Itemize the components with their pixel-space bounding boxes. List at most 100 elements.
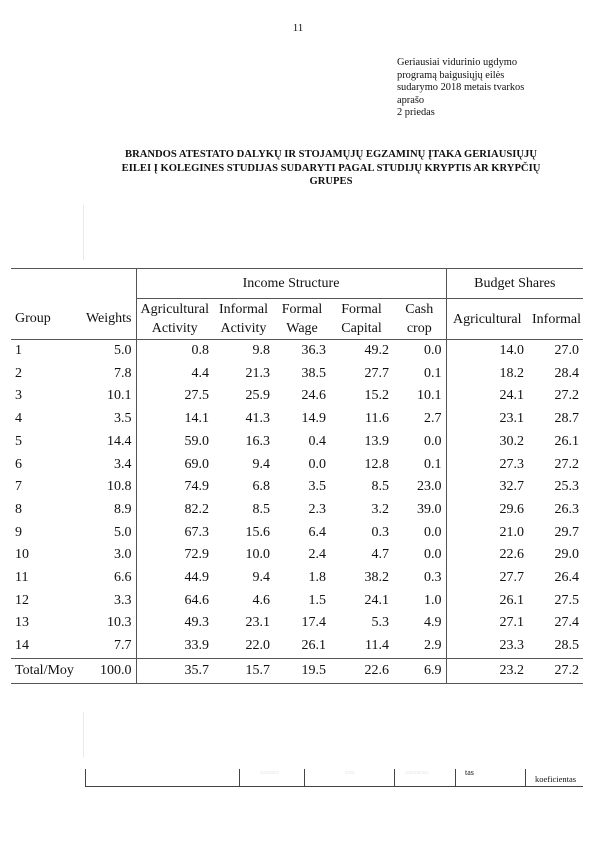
table-cell: 26.3	[554, 501, 580, 517]
column-header: Cash crop	[393, 298, 447, 340]
table-cell: 82.2	[135, 498, 213, 522]
bottom-table-fragment: ▭▭▭▭ ▭▭ ▭▭▭▭▭ tas koeficientas	[85, 755, 585, 787]
table-cell: 16.3	[245, 433, 271, 449]
table-cell: 10	[15, 547, 29, 563]
table-cell: 14.0	[445, 339, 529, 363]
table-rule	[304, 769, 305, 787]
table-cell: 69.0	[135, 453, 213, 477]
faint-mark: ▭▭▭▭	[260, 771, 279, 776]
table-cell: 7	[15, 479, 22, 495]
table-cell: 4.9	[424, 615, 442, 631]
table-cell: 15.7	[213, 657, 274, 684]
table-cell: 7.8	[114, 365, 132, 381]
table-rule	[85, 769, 86, 787]
table-cell: 4.6	[252, 592, 271, 608]
table-cell: 0.8	[135, 339, 213, 363]
header-blank	[11, 268, 75, 299]
table-cell: 36.3	[301, 343, 327, 358]
table-cell: 28.4	[554, 365, 580, 381]
table-rule	[455, 769, 456, 787]
table-row: 12 3.3 64.6 4.6 1.5 24.1 1.0 26.1 27.5	[11, 589, 583, 613]
budget-shares-header: Budget Shares	[445, 268, 584, 299]
column-header: Group	[11, 298, 75, 340]
table-row: 10 3.0 72.9 10.0 2.4 4.7 0.0 22.6 29.0	[11, 544, 583, 568]
table-cell: 9.4	[252, 570, 271, 586]
table-cell: Total/Moy	[11, 657, 75, 684]
table-cell: 30.2	[445, 430, 529, 454]
table-cell: 5	[15, 433, 22, 449]
table-row: 5 14.4 59.0 16.3 0.4 13.9 0.0 30.2 26.1	[11, 430, 583, 454]
table-cell: 0.4	[308, 433, 327, 449]
table-rule	[85, 786, 583, 787]
header-blank	[75, 268, 136, 299]
faint-rule	[83, 205, 84, 260]
table-cell: 8.9	[114, 501, 132, 517]
footer-fragment-text: koeficientas	[535, 774, 577, 784]
table-cell: 15.2	[364, 388, 390, 404]
column-header: Formal Capital	[330, 298, 393, 340]
table-row: 4 3.5 14.1 41.3 14.9 11.6 2.7 23.1 28.7	[11, 408, 583, 431]
table-cell: 3.2	[371, 501, 390, 517]
table-cell: 9	[15, 524, 22, 540]
table-cell: 25.9	[245, 388, 271, 404]
table-cell: 3.3	[114, 592, 132, 608]
table-cell: 4	[15, 411, 22, 427]
table-cell: 22.6	[330, 657, 393, 684]
table-cell: 22.6	[445, 544, 529, 568]
table-cell: 12.8	[364, 456, 390, 472]
annex-note-line: aprašo	[397, 94, 425, 106]
table-cell: 6.9	[393, 657, 447, 684]
table-cell: 26.4	[554, 570, 580, 586]
title-line: GRUPES	[309, 176, 353, 187]
table-row: 9 5.0 67.3 15.6 6.4 0.3 0.0 21.0 29.7	[11, 521, 583, 545]
table-cell: 14.1	[135, 408, 213, 431]
table-cell: 1.0	[424, 592, 442, 608]
table-cell: 27.3	[445, 453, 529, 477]
table-cell: 9.4	[252, 456, 271, 472]
table-cell: 29.7	[554, 524, 580, 540]
table-cell: 23.3	[445, 635, 529, 659]
table-cell: 28.5	[554, 638, 580, 654]
table-cell: 18.2	[445, 362, 529, 386]
table-cell: 1.5	[308, 592, 327, 608]
table-cell: 23.2	[445, 657, 529, 684]
table-cell: 24.1	[364, 592, 390, 608]
table-cell: 29.6	[445, 498, 529, 522]
table-cell: 23.0	[417, 479, 442, 495]
table-cell: 13.9	[364, 433, 390, 449]
table-cell: 41.3	[245, 411, 271, 427]
table-cell: 49.3	[135, 612, 213, 636]
table-cell: 27.5	[135, 385, 213, 409]
table-cell: 0.1	[424, 365, 442, 381]
table-cell: 44.9	[135, 567, 213, 590]
title-line: BRANDOS ATESTATO DALYKŲ IR STOJAMŲJŲ EGZ…	[125, 149, 537, 160]
table-cell: 4.4	[135, 362, 213, 386]
table-cell: 2	[15, 365, 22, 381]
table-rule	[525, 769, 526, 787]
faint-mark: ▭▭▭▭▭	[405, 771, 429, 776]
table-cell: 10.3	[107, 615, 132, 631]
table-row: 13 10.3 49.3 23.1 17.4 5.3 4.9 27.1 27.4	[11, 612, 583, 636]
column-header: Informal Activity	[213, 298, 274, 340]
table-cell: 6.4	[308, 524, 327, 540]
table-cell: 27.7	[445, 567, 529, 590]
table-cell: 5.0	[114, 524, 132, 540]
table-cell: 10.8	[107, 479, 132, 495]
table-cell: 8.5	[252, 501, 271, 517]
table-cell: 21.3	[245, 365, 271, 381]
table-cell: 3.4	[114, 456, 132, 472]
table-cell: 27.7	[364, 365, 390, 381]
table-cell: 14.9	[301, 411, 327, 427]
table-cell: 23.1	[445, 408, 529, 431]
table-row: 6 3.4 69.0 9.4 0.0 12.8 0.1 27.3 27.2	[11, 453, 583, 477]
table-cell: 39.0	[417, 501, 442, 517]
table-cell: 27.2	[554, 388, 580, 404]
table-row: 8 8.9 82.2 8.5 2.3 3.2 39.0 29.6 26.3	[11, 498, 583, 522]
table-cell: 10.0	[245, 547, 271, 563]
table-cell: 26.1	[445, 589, 529, 613]
table-cell: 25.3	[554, 479, 580, 495]
table-cell: 32.7	[445, 476, 529, 499]
table-row: 3 10.1 27.5 25.9 24.6 15.2 10.1 24.1 27.2	[11, 385, 583, 409]
income-structure-header: Income Structure	[135, 268, 447, 299]
table-cell: 14.4	[107, 433, 132, 449]
